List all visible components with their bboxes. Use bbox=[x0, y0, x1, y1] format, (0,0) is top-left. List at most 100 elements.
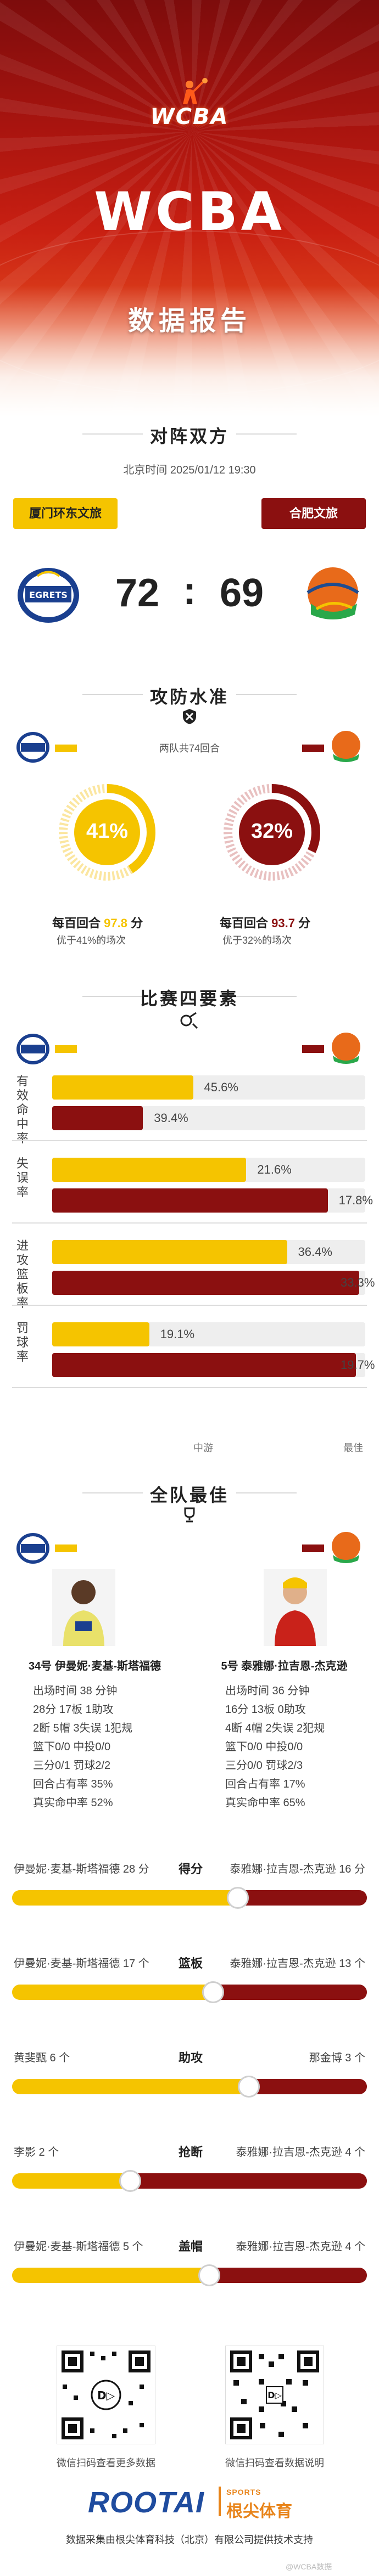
match-time: 北京时间 2025/01/12 19:30 bbox=[123, 464, 256, 476]
away-score: 69 bbox=[219, 571, 264, 615]
rootai-brand: ROOTAI bbox=[88, 2486, 204, 2519]
leader-category: 得分 bbox=[179, 1862, 203, 1876]
possessions-note: 两队共74回合 bbox=[159, 743, 220, 754]
shield-icon bbox=[183, 709, 196, 724]
best-section-title: 全队最佳 bbox=[149, 1485, 229, 1505]
wcba-logo: WCBA bbox=[129, 77, 250, 137]
svg-text:D▷: D▷ bbox=[97, 2389, 115, 2402]
divider bbox=[12, 1222, 367, 1224]
player-stat-line: 三分0/1 罚球2/2 bbox=[33, 1760, 111, 1772]
home-ppp-unit: 分 bbox=[131, 916, 143, 930]
away-factor-value: 17.8% bbox=[338, 1193, 373, 1207]
home-team-small-logo bbox=[16, 1533, 49, 1564]
home-leader-name: 伊曼妮·麦基-斯塔福德 5 个 bbox=[14, 2241, 143, 2253]
away-efficiency-pct: 32% bbox=[250, 820, 293, 843]
player-stat-line: 三分0/0 罚球2/3 bbox=[225, 1760, 303, 1772]
home-team-logo: EGRETS bbox=[18, 568, 79, 623]
divider bbox=[82, 996, 143, 997]
hero-title: WCBA bbox=[94, 181, 285, 243]
brand-divider bbox=[219, 2487, 221, 2516]
away-leader-bar bbox=[238, 1890, 367, 1906]
home-factor-bar bbox=[52, 1322, 149, 1346]
brand-cn: 根尖体育 bbox=[226, 2502, 292, 2521]
home-efficiency-donut bbox=[59, 784, 155, 881]
home-factor-bar bbox=[52, 1158, 247, 1182]
player-stat-line: 2断 5帽 3失误 1犯规 bbox=[33, 1722, 133, 1734]
leader-bar-knob bbox=[198, 2264, 220, 2286]
away-team-logo bbox=[306, 567, 359, 619]
away-best-player-name: 5号 泰雅娜·拉吉恩-杰克逊 bbox=[221, 1660, 348, 1672]
player-stat-line: 16分 13板 0助攻 bbox=[225, 1704, 306, 1716]
home-leader-name: 伊曼妮·麦基-斯塔福德 28 分 bbox=[14, 1863, 149, 1875]
away-factor-bar bbox=[52, 1353, 356, 1377]
leader-bar-knob bbox=[237, 2076, 260, 2098]
leader-bar bbox=[12, 2079, 367, 2094]
away-factor-bar bbox=[52, 1271, 359, 1295]
player-stat-line: 真实命中率 65% bbox=[225, 1797, 305, 1809]
away-color-bar bbox=[302, 1045, 324, 1053]
leader-bar-knob bbox=[227, 1887, 249, 1909]
home-player-photo bbox=[52, 1569, 115, 1646]
home-ppp-label: 每百回合 bbox=[52, 916, 101, 930]
away-ppp-value: 93.7 bbox=[271, 916, 295, 930]
leader-category: 盖帽 bbox=[179, 2240, 203, 2253]
divider bbox=[236, 433, 297, 435]
away-team-small-logo bbox=[332, 731, 360, 762]
basketball-player-icon bbox=[183, 78, 208, 104]
home-team-small-logo bbox=[16, 1034, 49, 1064]
away-ppp-label: 每百回合 bbox=[220, 916, 269, 930]
player-stat-line: 出场时间 36 分钟 bbox=[225, 1685, 310, 1697]
divider bbox=[236, 996, 297, 997]
brand-sports: SPORTS bbox=[226, 2488, 261, 2496]
hero-banner: WCBA WCBA 数据报告 bbox=[0, 0, 379, 417]
divider bbox=[12, 1140, 367, 1141]
divider bbox=[82, 1492, 143, 1493]
home-leader-bar bbox=[12, 1890, 238, 1906]
away-color-bar bbox=[302, 1545, 324, 1552]
away-team-label: 合肥文旅 bbox=[261, 498, 366, 529]
offense-section-title: 攻防水准 bbox=[149, 687, 229, 707]
hero-fade bbox=[0, 285, 379, 417]
referee-whistle-icon bbox=[180, 1012, 198, 1029]
leader-bar-knob bbox=[202, 1981, 225, 2003]
away-player-photo bbox=[264, 1569, 327, 1646]
scale-best-label: 最佳 bbox=[343, 1442, 363, 1453]
player-stat-line: 篮下0/0 中投0/0 bbox=[33, 1741, 111, 1753]
qr-left-caption: 微信扫码查看更多数据 bbox=[57, 2457, 155, 2468]
home-efficiency-pct: 41% bbox=[86, 820, 129, 843]
factor-label: 有效命中率 bbox=[16, 1074, 29, 1145]
qr-right-caption: 微信扫码查看数据说明 bbox=[225, 2457, 324, 2468]
away-leader-name: 泰雅娜·拉吉恩-杰克逊 4 个 bbox=[236, 2241, 365, 2253]
watermark: @WCBA数据 bbox=[286, 2562, 332, 2571]
qr-code-left[interactable]: D▷ bbox=[57, 2346, 155, 2444]
away-ppp: 每百回合 93.7 分 bbox=[220, 914, 341, 931]
away-color-bar bbox=[302, 745, 324, 752]
home-factor-bar bbox=[52, 1240, 287, 1264]
svg-text:EGRETS: EGRETS bbox=[29, 590, 68, 600]
home-leader-bar bbox=[12, 2173, 131, 2189]
home-score: 72 bbox=[115, 571, 160, 615]
tech-credit: 数据采集由根尖体育科技（北京）有限公司提供技术支持 bbox=[66, 2534, 313, 2545]
player-stat-line: 真实命中率 52% bbox=[33, 1797, 113, 1809]
home-factor-value: 19.1% bbox=[160, 1327, 195, 1341]
away-leader-bar bbox=[130, 2173, 367, 2189]
home-ppp-value: 97.8 bbox=[104, 916, 127, 930]
away-efficiency-donut bbox=[224, 784, 320, 881]
home-leader-name: 李影 2 个 bbox=[14, 2146, 59, 2158]
player-stat-line: 28分 17板 1助攻 bbox=[33, 1704, 114, 1716]
home-leader-bar bbox=[12, 1985, 214, 2000]
home-ppp: 每百回合 97.8 分 bbox=[52, 914, 168, 931]
away-leader-bar bbox=[209, 2268, 367, 2283]
away-team-small-logo bbox=[332, 1532, 360, 1563]
home-color-bar bbox=[55, 1545, 77, 1552]
away-leader-name: 那金博 3 个 bbox=[309, 2052, 365, 2064]
leader-bar bbox=[12, 1985, 367, 2000]
qr-code-pattern-icon: D▷ bbox=[230, 2350, 319, 2439]
home-factor-value: 36.4% bbox=[298, 1245, 332, 1259]
qr-code-right[interactable]: D▷ bbox=[225, 2346, 324, 2444]
player-stat-line: 篮下0/0 中投0/0 bbox=[225, 1741, 303, 1753]
factor-label: 进攻篮板率 bbox=[16, 1239, 29, 1310]
wcba-logo-text: WCBA bbox=[150, 104, 229, 129]
away-factor-bar bbox=[52, 1188, 328, 1213]
away-note: 优于32%的场次 bbox=[222, 935, 292, 946]
